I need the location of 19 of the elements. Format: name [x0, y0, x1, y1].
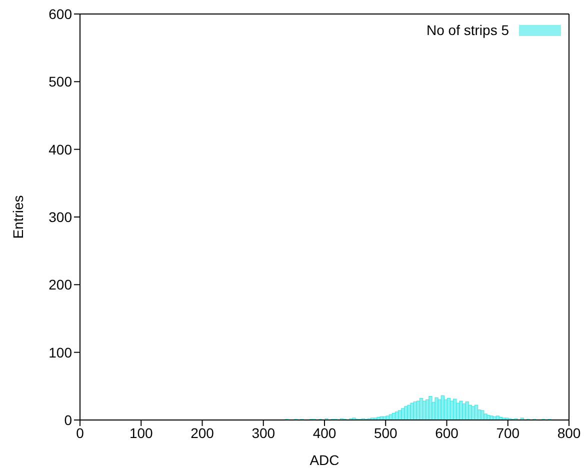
x-tick-label: 200: [190, 424, 214, 441]
x-tick-label: 400: [312, 424, 336, 441]
x-tick-label: 800: [557, 424, 581, 441]
y-tick-label: 600: [48, 6, 72, 22]
y-tick-label: 300: [48, 208, 72, 225]
x-tick-label: 600: [435, 424, 459, 441]
x-tick-label: 100: [129, 424, 154, 441]
x-tick-label: 700: [496, 424, 520, 441]
legend-label: No of strips 5: [426, 22, 509, 38]
x-tick-label: 300: [252, 424, 276, 441]
y-axis-title: Entries: [10, 195, 26, 239]
y-tick-label: 100: [48, 344, 72, 360]
y-tick-label: 400: [48, 141, 72, 158]
x-tick-label: 0: [76, 424, 84, 441]
y-tick-label: 200: [48, 276, 72, 293]
x-axis-title: ADC: [310, 452, 340, 468]
x-tick-label: 500: [374, 424, 398, 441]
y-tick-label: 0: [64, 412, 72, 428]
y-tick-label: 500: [48, 74, 72, 90]
